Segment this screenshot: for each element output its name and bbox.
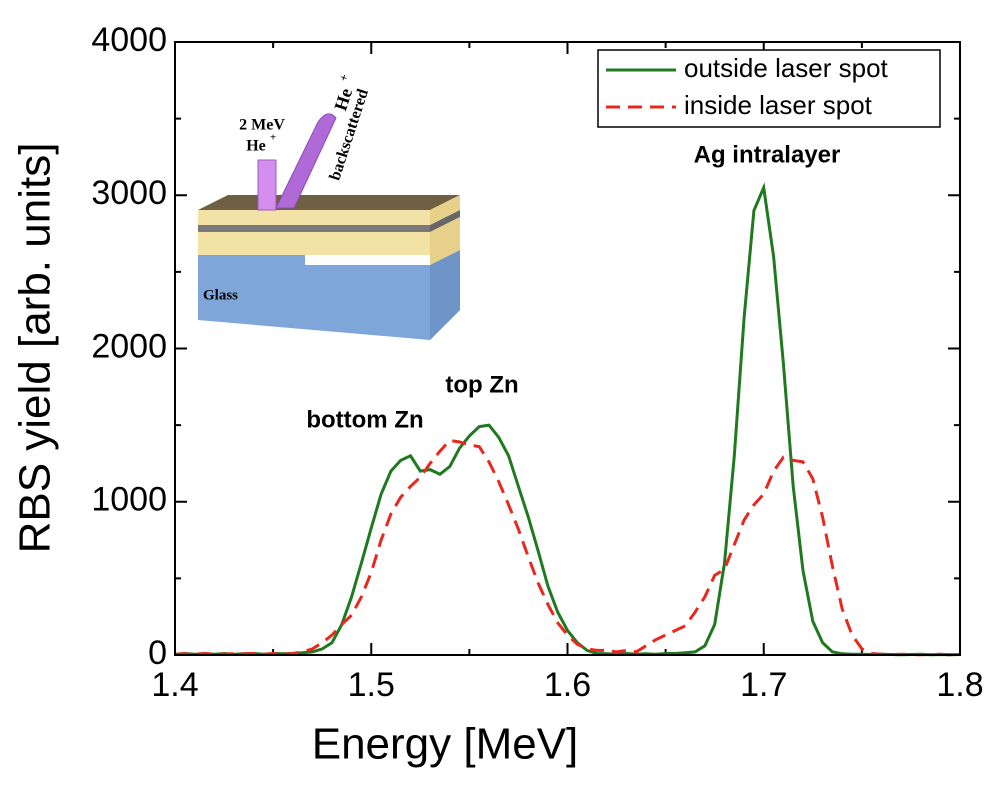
annotation: Ag intralayer (694, 141, 841, 168)
top-layer (198, 195, 460, 210)
y-axis-label: RBS yield [arb. units] (11, 143, 60, 554)
y-tick-label: 2000 (91, 327, 167, 365)
ag-side (430, 210, 460, 232)
inset-diagram (198, 113, 460, 340)
x-tick-label: 1.4 (151, 666, 198, 704)
series-line (174, 182, 961, 657)
y-tick-label: 3000 (91, 174, 167, 212)
x-tick-label: 1.8 (936, 666, 983, 704)
zno-layer-bottom (198, 232, 430, 255)
plot-frame (174, 41, 961, 656)
x-tick-label: 1.7 (740, 666, 787, 704)
incident-beam (257, 159, 277, 211)
inset-label: Glass (203, 287, 238, 303)
zno-side-bottom (430, 217, 460, 265)
y-tick-label: 1000 (91, 481, 167, 519)
x-axis-label: Energy [MeV] (312, 720, 579, 769)
zno-side (430, 195, 460, 225)
backscattered-beam (275, 113, 337, 209)
glass-side (430, 250, 460, 340)
x-tick-label: 1.5 (348, 666, 395, 704)
annotation: top Zn (445, 371, 518, 398)
y-tick-label: 0 (148, 634, 167, 672)
legend-label: inside laser spot (684, 90, 873, 120)
ag-layer (198, 225, 430, 232)
legend-box (597, 49, 941, 128)
annotation: bottom Zn (306, 406, 423, 433)
glass-block (198, 250, 460, 340)
x-tick-label: 1.6 (544, 666, 591, 704)
inset-label: 2 MeV (239, 117, 285, 134)
y-tick-label: 4000 (91, 21, 167, 59)
inset-label: + (270, 132, 276, 144)
zno-layer (198, 210, 430, 225)
legend-label: outside laser spot (684, 53, 889, 83)
inset-label: + (336, 72, 351, 83)
inset-label: He (246, 138, 266, 155)
